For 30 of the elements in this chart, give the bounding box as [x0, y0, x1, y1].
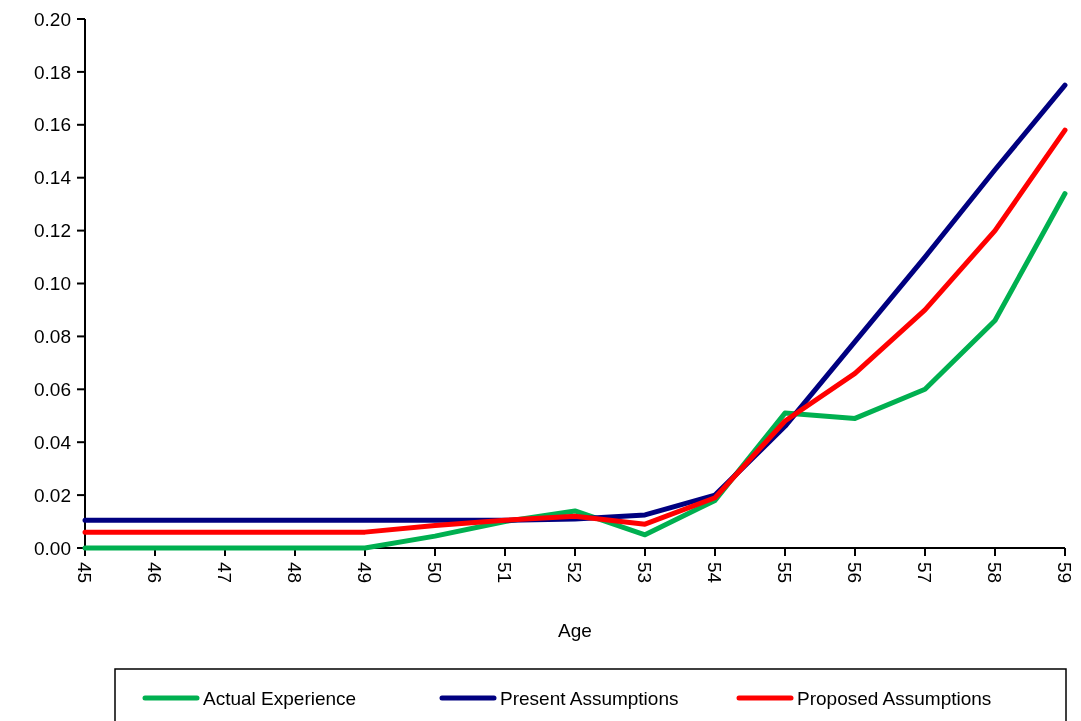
x-tick-label: 52: [564, 562, 586, 584]
y-tick-label: 0.20: [34, 8, 71, 30]
x-tick-label: 45: [74, 562, 96, 584]
x-tick-label: 56: [844, 562, 866, 584]
x-tick-label: 59: [1054, 562, 1076, 584]
x-tick-label: 51: [494, 562, 516, 584]
x-tick-label: 49: [354, 562, 376, 584]
x-tick-label: 55: [774, 562, 796, 584]
x-axis-title: Age: [558, 620, 592, 641]
x-tick-label: 53: [634, 562, 656, 584]
y-tick-label: 0.16: [34, 114, 71, 136]
y-tick-label: 0.18: [34, 61, 71, 83]
legend-label: Actual Experience: [203, 687, 357, 709]
x-tick-label: 48: [284, 562, 306, 584]
y-tick-label: 0.04: [34, 431, 72, 453]
legend-label: Proposed Assumptions: [797, 687, 992, 709]
x-tick-label: 47: [214, 562, 236, 584]
y-tick-label: 0.00: [34, 537, 71, 559]
y-tick-label: 0.06: [34, 378, 71, 400]
x-tick-label: 46: [144, 562, 166, 584]
legend-label: Present Assumptions: [500, 687, 679, 709]
x-tick-label: 58: [984, 562, 1006, 584]
y-tick-label: 0.02: [34, 484, 71, 506]
y-tick-label: 0.08: [34, 326, 71, 348]
x-tick-label: 50: [424, 562, 446, 584]
x-tick-label: 54: [704, 562, 726, 584]
y-tick-label: 0.12: [34, 220, 71, 242]
y-tick-label: 0.10: [34, 273, 71, 295]
y-tick-label: 0.14: [34, 167, 72, 189]
x-tick-label: 57: [914, 562, 936, 584]
